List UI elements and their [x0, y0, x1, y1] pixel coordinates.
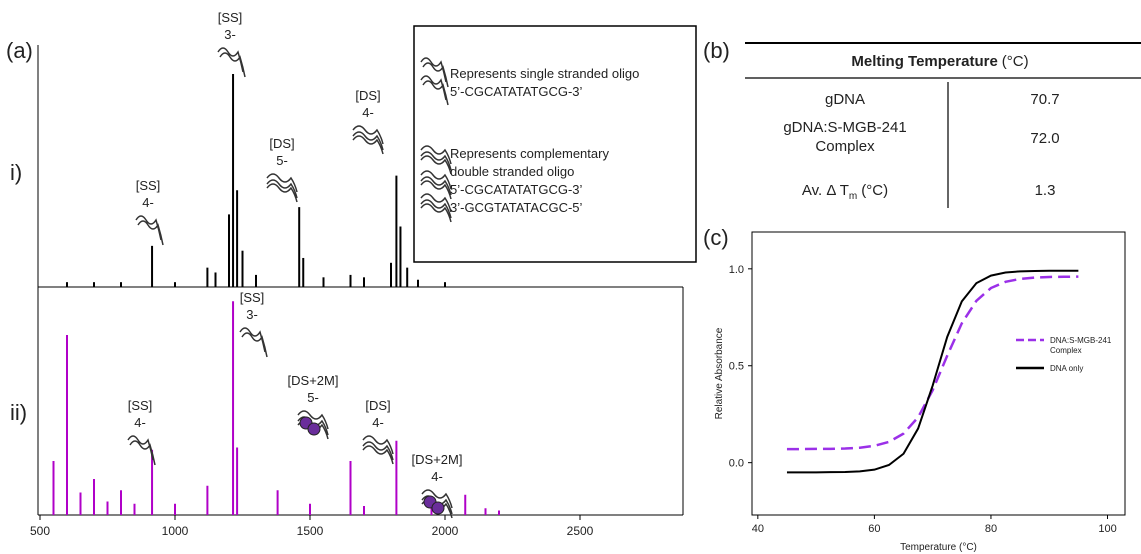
peak-label: [DS+2M] [288, 373, 339, 388]
peak-charge: 5- [307, 390, 319, 405]
cell-text: Av. Δ T [802, 182, 849, 199]
legend-text: 5’-CGCATATATGCG-3’ [450, 84, 583, 99]
peak-label: [SS] [240, 290, 265, 305]
ds-icon [266, 173, 298, 203]
x-tick-label: 1500 [297, 524, 324, 538]
legend-text: double stranded oligo [450, 164, 574, 179]
panel-label: i) [10, 160, 22, 185]
panel-label: (b) [703, 38, 730, 63]
text-line: gDNA:S-MGB-241 [783, 119, 906, 136]
legend-label: DNA:S-MGB-241 Complex [1050, 336, 1112, 355]
table-header: Melting Temperature (°C) [851, 53, 1028, 70]
x-tick-label: 100 [1098, 523, 1116, 535]
peak-label: [DS] [365, 398, 390, 413]
y-tick-label: 0.5 [729, 361, 744, 373]
table-cell: gDNA:S-MGB-241 Complex [783, 119, 906, 155]
text-line: DNA:S-MGB-241 [1050, 336, 1112, 345]
series-line [786, 269, 1079, 474]
legend-text: Represents complementary [450, 146, 609, 161]
x-tick-label: 60 [868, 523, 880, 535]
ds-icon [352, 125, 384, 155]
table-cell: 70.7 [1030, 91, 1059, 108]
ds-icon [420, 145, 452, 175]
plot-frame [751, 231, 1126, 516]
peak-charge: 3- [224, 27, 236, 42]
legend-text: 5’-CGCATATATGCG-3’ [450, 182, 583, 197]
x-tick-label: 2000 [432, 524, 459, 538]
drug-icon [307, 422, 321, 436]
cell-sub: m [849, 191, 857, 202]
x-tick-label: 1000 [162, 524, 189, 538]
x-tick-label: 500 [30, 524, 50, 538]
y-tick-label: 1.0 [729, 264, 744, 276]
x-axis-label: Temperature (°C) [900, 542, 977, 553]
ss-icon [420, 57, 449, 88]
text-line: Complex [815, 138, 875, 155]
peak-label: [SS] [218, 10, 243, 25]
legend-text: 3’-GCGTATATACGC-5’ [450, 200, 583, 215]
text-line: Complex [1050, 346, 1082, 355]
ds-icon [420, 193, 452, 223]
ss-icon [239, 327, 268, 358]
ss-icon [135, 215, 164, 246]
x-tick-label: 40 [752, 523, 764, 535]
table-cell: 1.3 [1035, 182, 1056, 199]
x-tick-label: 2500 [567, 524, 594, 538]
cell-text: (°C) [861, 182, 888, 199]
ss-icon [127, 435, 156, 466]
table-cell: gDNA [825, 91, 865, 108]
table-cell: 72.0 [1030, 130, 1059, 147]
ds-icon [362, 435, 394, 465]
peak-label: [DS] [269, 136, 294, 151]
peak-charge: 4- [431, 469, 443, 484]
x-tick-label: 80 [985, 523, 997, 535]
panel-label: ii) [10, 400, 27, 425]
peak-label: [DS] [355, 88, 380, 103]
x-tick-label: 3000 [702, 524, 729, 538]
header-main: Melting Temperature [851, 53, 997, 70]
panel-a: i) [SS] 4- [SS] 3- [DS] 5- [DS] 4- ii) 500 1000 1500… [10, 10, 729, 538]
peak-charge: 4- [372, 415, 384, 430]
peak-charge: 4- [142, 195, 154, 210]
ss-icon [420, 75, 449, 106]
panel-label: (c) [703, 225, 729, 250]
y-tick-label: 0.0 [729, 458, 744, 470]
ss-icon [217, 47, 246, 78]
panel-label: (a) [6, 38, 33, 63]
peak-charge: 4- [134, 415, 146, 430]
legend-label: DNA only [1050, 364, 1083, 373]
series-line [786, 275, 1079, 451]
drug-icon [431, 501, 445, 515]
legend-box [413, 25, 697, 263]
peak-charge: 5- [276, 153, 288, 168]
peak-charge: 4- [362, 105, 374, 120]
ds-icon [420, 170, 452, 200]
peak-charge: 3- [246, 307, 258, 322]
legend-text: Represents single stranded oligo [450, 66, 639, 81]
peak-label: [SS] [128, 398, 153, 413]
peak-label: [SS] [136, 178, 161, 193]
table-cell: Av. Δ Tm (°C) [802, 182, 888, 202]
header-unit: (°C) [1002, 53, 1029, 70]
peak-label: [DS+2M] [412, 452, 463, 467]
y-axis-label: Relative Absorbance [714, 327, 725, 419]
